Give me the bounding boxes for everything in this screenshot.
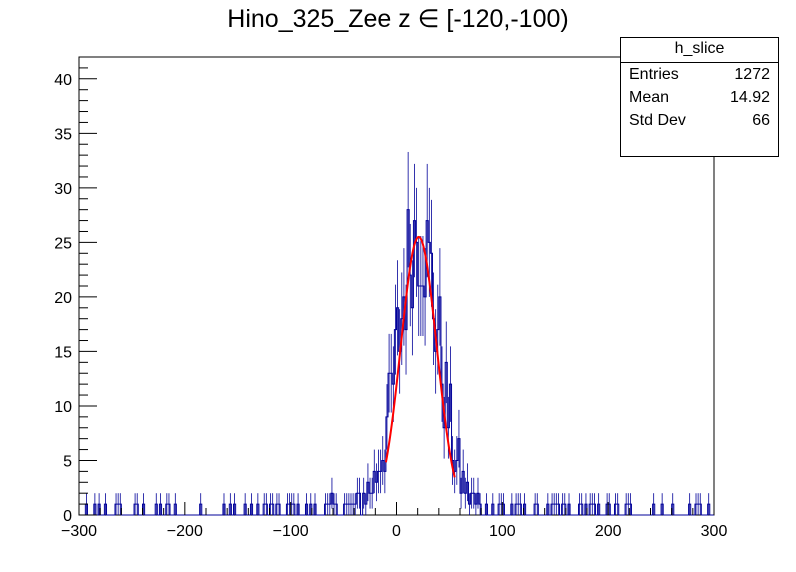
y-tick-label: 15 [54,344,72,361]
plot-frame [78,56,715,516]
y-tick-label: 30 [54,181,72,198]
stats-label: Entries [629,66,679,83]
stats-value: 14.92 [729,89,770,106]
stats-label: Mean [629,89,670,106]
y-tick-label: 0 [63,508,72,525]
y-tick-label: 20 [54,290,72,307]
x-tick-label: −300 [61,523,97,540]
fit-curve [384,235,456,478]
chart-title: Hino_325_Zee z ∈ [-120,-100) [227,5,569,33]
stats-value: 66 [752,112,770,129]
y-tick-label: 10 [54,399,72,416]
y-tick-label: 40 [54,72,72,89]
x-tick-label: −200 [167,523,203,540]
x-tick-label: 200 [595,523,622,540]
axes [78,67,715,516]
y-tick-label: 5 [63,453,72,470]
histogram-bars [79,151,714,516]
histogram-line [79,209,714,516]
stats-row-stddev: Std Dev 66 [621,109,778,132]
gaussian-fit-line [384,235,456,478]
x-tick-label: 100 [489,523,516,540]
stats-title: h_slice [621,38,778,63]
x-tick-label: −100 [273,523,309,540]
x-tick-label: 300 [701,523,728,540]
y-tick-label: 35 [54,126,72,143]
stats-row-mean: Mean 14.92 [621,86,778,109]
stats-row-entries: Entries 1272 [621,63,778,86]
tick-labels: −300 −200 −100 0 100 200 300 0 5 10 15 20 25 30 35 40 [54,72,727,540]
y-tick-label: 25 [54,235,72,252]
stats-label: Std Dev [629,112,686,129]
stats-value: 1272 [734,66,770,83]
stats-box: h_slice Entries 1272 Mean 14.92 Std Dev … [620,37,779,157]
x-tick-label: 0 [392,523,401,540]
